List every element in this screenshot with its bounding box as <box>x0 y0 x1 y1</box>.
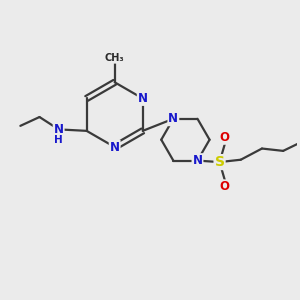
Text: N: N <box>138 92 148 105</box>
Text: H: H <box>54 135 63 145</box>
Text: S: S <box>214 155 225 169</box>
Text: N: N <box>193 154 202 167</box>
Text: O: O <box>220 180 230 193</box>
Text: CH₃: CH₃ <box>105 53 124 63</box>
Text: N: N <box>168 112 178 125</box>
Text: N: N <box>110 141 120 154</box>
Text: O: O <box>220 131 230 144</box>
Text: N: N <box>54 123 64 136</box>
